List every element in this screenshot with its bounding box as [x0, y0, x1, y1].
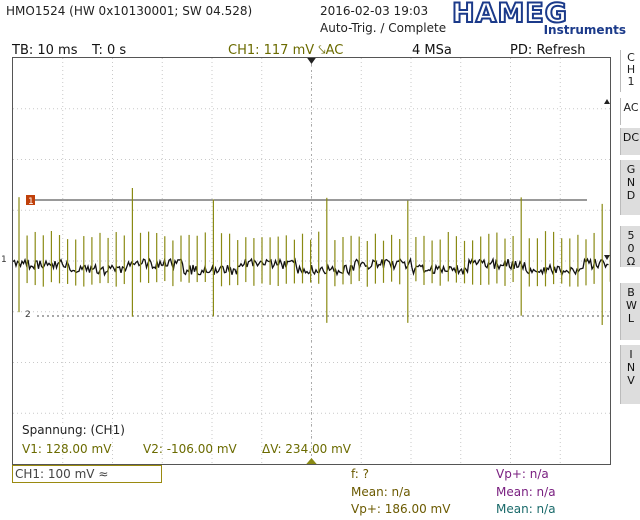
- cursor-title: Spannung: (CH1): [22, 423, 125, 437]
- pd-mode[interactable]: PD: Refresh: [510, 43, 585, 58]
- waveform-svg: 1: [13, 58, 610, 464]
- coupling-button-inv[interactable]: INV: [620, 345, 640, 404]
- ch-level-arrow-icon: [604, 255, 610, 260]
- vpp-measure-1: Vp+: 186.00 mV: [351, 502, 450, 516]
- ch1-trigger-level[interactable]: CH1: 117 mV ⤥AC: [228, 43, 343, 58]
- ch1-scale[interactable]: CH1: 100 mV ≈: [12, 465, 162, 483]
- freq-measure: f: ?: [351, 467, 369, 481]
- waveform-display[interactable]: 1: [12, 57, 611, 465]
- coupling-button-bwl[interactable]: BWL: [620, 283, 640, 340]
- trigger-marker-icon: [307, 58, 317, 64]
- cursor-v1: V1: 128.00 mV: [22, 442, 111, 456]
- upper-arrow-icon: [604, 99, 610, 104]
- cursor-2-icon: 2: [25, 310, 31, 320]
- cursor-1-label: 1: [28, 197, 34, 207]
- coupling-button-gnd[interactable]: GND: [620, 160, 640, 215]
- cursor-delta: ΔV: 234.00 mV: [262, 442, 351, 456]
- trigger-status: Auto-Trig. / Complete: [320, 21, 446, 35]
- datetime: 2016-02-03 19:03: [320, 4, 428, 18]
- mean-measure-3: Mean: n/a: [496, 502, 556, 516]
- device-info: HMO1524 (HW 0x10130001; SW 04.528): [6, 4, 252, 18]
- timebase[interactable]: TB: 10 ms: [12, 43, 77, 58]
- channel-label: CH1: [620, 50, 640, 92]
- sample-rate: 4 MSa: [412, 43, 452, 58]
- ground-marker-icon: 1: [1, 255, 7, 265]
- vp-measure-2: Vp+: n/a: [496, 467, 549, 481]
- coupling-button-dc[interactable]: DC: [620, 128, 640, 155]
- mean-measure-2: Mean: n/a: [496, 485, 556, 499]
- hameg-logo: HAMEG Instruments: [452, 2, 636, 38]
- cursor-v2: V2: -106.00 mV: [143, 442, 237, 456]
- coupling-button-ac[interactable]: AC: [620, 98, 640, 125]
- trigger-time[interactable]: T: 0 s: [92, 43, 126, 58]
- coupling-button-50ohm[interactable]: 50Ω: [620, 226, 640, 267]
- trigger-position-icon: [306, 458, 318, 464]
- mean-measure-1: Mean: n/a: [351, 485, 411, 499]
